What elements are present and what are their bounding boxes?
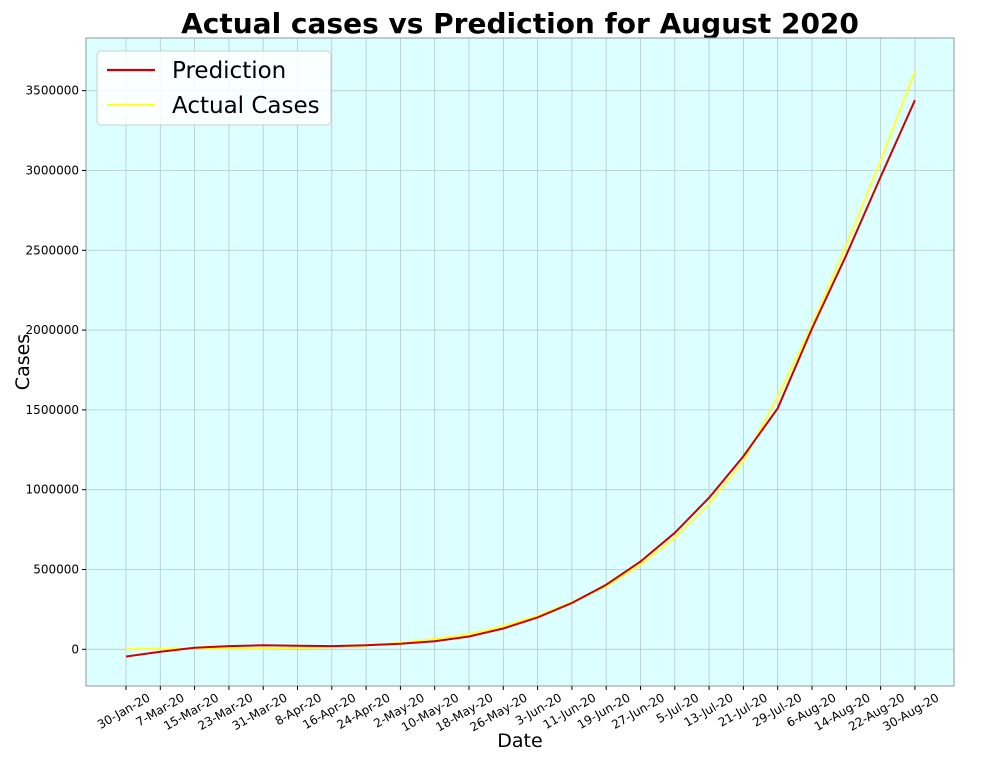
y-tick-label: 1500000 [26, 403, 79, 417]
series-line-prediction [125, 99, 916, 658]
plot-area: 0 500000 1000000 1500000 2000000 2500000 30000… [26, 37, 955, 734]
plot-frame [85, 37, 955, 687]
chart-title: Actual cases vs Prediction for August 20… [181, 7, 859, 40]
y-tick-label: 0 [71, 642, 79, 656]
y-tick-label: 2000000 [26, 323, 79, 337]
legend-label: Prediction [172, 58, 286, 84]
x-axis-label: Date [497, 730, 542, 752]
legend-box [96, 50, 332, 126]
plot-background [86, 38, 954, 686]
series-line-actual-cases [125, 71, 916, 651]
y-tick-label: 3500000 [26, 84, 79, 98]
y-tick-label: 2500000 [26, 243, 79, 257]
y-tick-label: 1000000 [26, 483, 79, 497]
y-tick-label: 500000 [33, 562, 79, 576]
legend: Prediction Actual Cases [96, 50, 332, 126]
legend-label: Actual Cases [172, 93, 320, 119]
y-axis-label: Cases [12, 334, 34, 390]
y-tick-label: 3000000 [26, 163, 79, 177]
